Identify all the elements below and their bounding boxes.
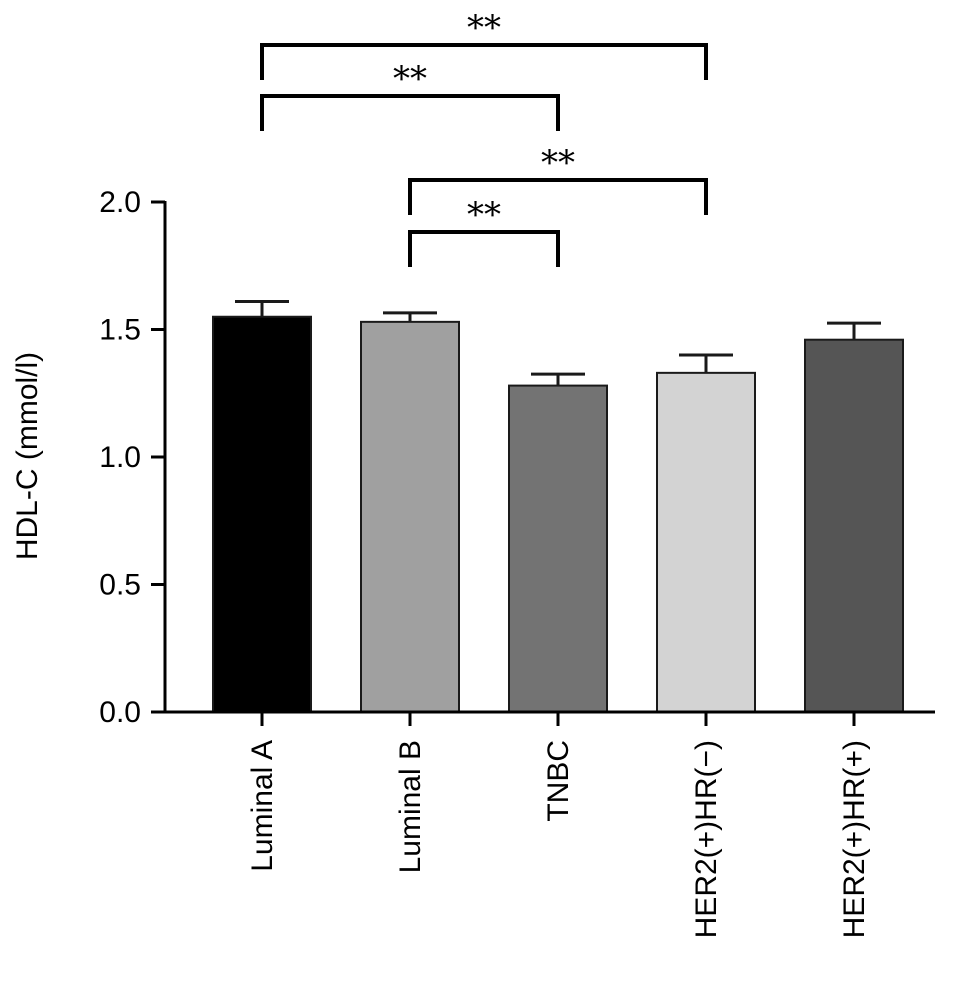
y-axis-title: HDL-C (mmol/l) (11, 352, 44, 560)
x-tick-label-4: HER2(+)HR(−) (690, 740, 723, 938)
significance-label-1: ** (467, 8, 501, 48)
error-bars (235, 299, 881, 386)
bar-5 (804, 338, 904, 713)
significance-bracket-1 (260, 43, 708, 80)
bar-2 (360, 320, 460, 713)
significance-bracket-4 (408, 230, 560, 267)
bar-4 (656, 371, 756, 713)
significance-brackets: ** ** ** ** (260, 8, 708, 267)
significance-label-2: ** (393, 59, 427, 99)
x-axis: Luminal A Luminal B TNBC HER2(+)HR(−) HER2(+… (165, 710, 935, 938)
x-tick-label-3: TNBC (542, 740, 575, 822)
y-tick-label-1: 0.0 (99, 696, 141, 729)
y-tick-label-5: 2.0 (99, 186, 141, 219)
x-tick-label-1: Luminal A (246, 740, 279, 872)
significance-label-3: ** (541, 143, 575, 183)
significance-bracket-2 (260, 94, 560, 131)
bar-3 (508, 384, 608, 713)
y-tick-label-4: 1.5 (99, 314, 141, 347)
y-tick-label-3: 1.0 (99, 441, 141, 474)
y-axis: 0.0 0.5 1.0 1.5 2.0 (99, 186, 167, 729)
bar-1 (212, 315, 312, 713)
x-tick-label-2: Luminal B (394, 740, 427, 873)
significance-bracket-3 (408, 178, 708, 215)
significance-label-4: ** (467, 195, 501, 235)
x-tick-label-5: HER2(+)HR(+) (838, 740, 871, 938)
y-tick-label-2: 0.5 (99, 569, 141, 602)
